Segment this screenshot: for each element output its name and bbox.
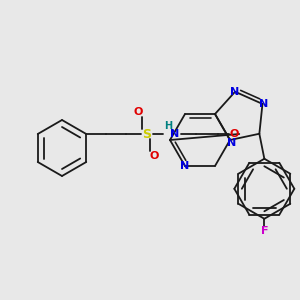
Text: N: N [169, 129, 179, 139]
Text: S: S [142, 128, 151, 140]
Text: O: O [230, 129, 239, 139]
Text: N: N [259, 99, 268, 109]
Text: H: H [164, 121, 172, 131]
Text: F: F [261, 226, 268, 236]
Text: N: N [227, 138, 237, 148]
Text: O: O [134, 107, 143, 117]
Text: N: N [180, 161, 190, 171]
Text: O: O [150, 151, 159, 161]
Text: N: N [230, 87, 240, 97]
